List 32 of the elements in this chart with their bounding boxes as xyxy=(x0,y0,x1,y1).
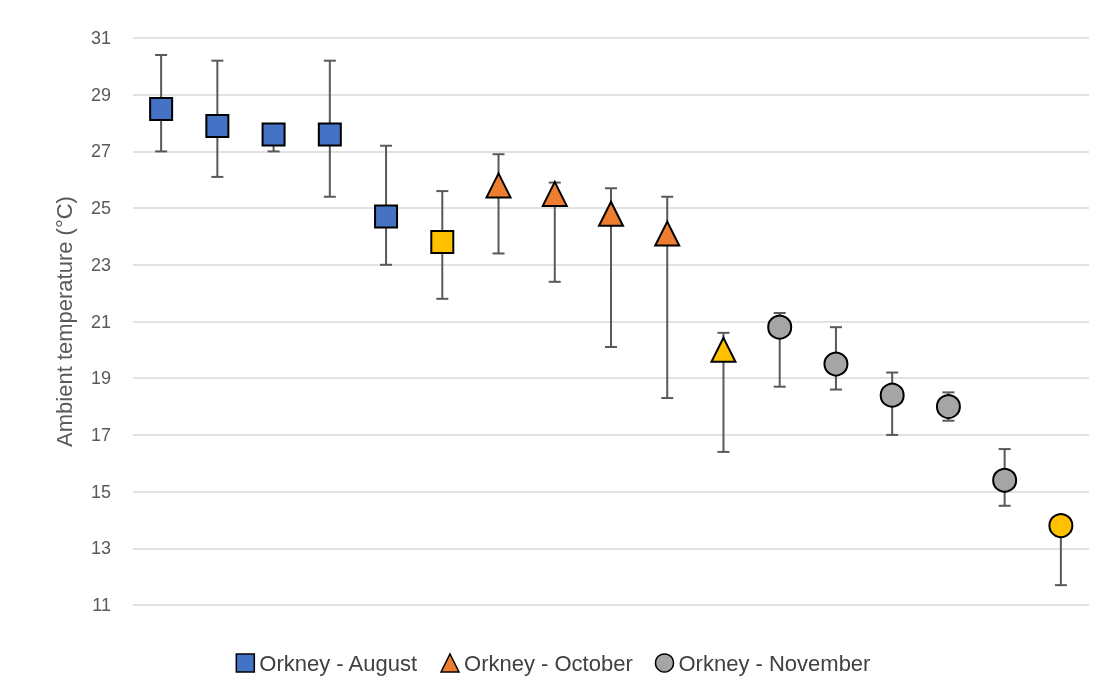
legend-label: Orkney - November xyxy=(678,650,871,676)
y-tick-label: 27 xyxy=(90,141,111,162)
point xyxy=(992,467,1018,493)
y-tick-label: 29 xyxy=(90,84,111,105)
legend-label: Orkney - October xyxy=(464,650,633,676)
y-tick-label: 31 xyxy=(90,28,111,48)
y-tick-label: 11 xyxy=(92,595,111,615)
point xyxy=(430,230,455,255)
y-tick-label: 21 xyxy=(90,311,111,332)
point xyxy=(654,220,681,247)
point xyxy=(823,351,849,377)
point xyxy=(710,336,737,363)
y-tick-label: 23 xyxy=(90,254,111,275)
point xyxy=(1048,513,1074,539)
point xyxy=(541,180,568,207)
point xyxy=(374,204,399,229)
y-tick-label: 25 xyxy=(90,198,111,219)
point xyxy=(879,382,905,408)
legend-label: Orkney - August xyxy=(259,650,418,676)
point xyxy=(205,113,230,138)
point xyxy=(935,394,961,420)
point xyxy=(767,314,793,340)
point xyxy=(598,200,624,227)
point xyxy=(149,96,174,121)
y-tick-label: 19 xyxy=(90,368,111,389)
y-tick-label: 13 xyxy=(90,538,111,559)
y-tick-label: 15 xyxy=(90,481,111,502)
point xyxy=(485,172,512,199)
y-axis-title: Ambient temperature (°C) xyxy=(51,196,77,447)
y-tick-label: 17 xyxy=(90,424,111,445)
point xyxy=(261,122,286,147)
point xyxy=(317,122,342,147)
